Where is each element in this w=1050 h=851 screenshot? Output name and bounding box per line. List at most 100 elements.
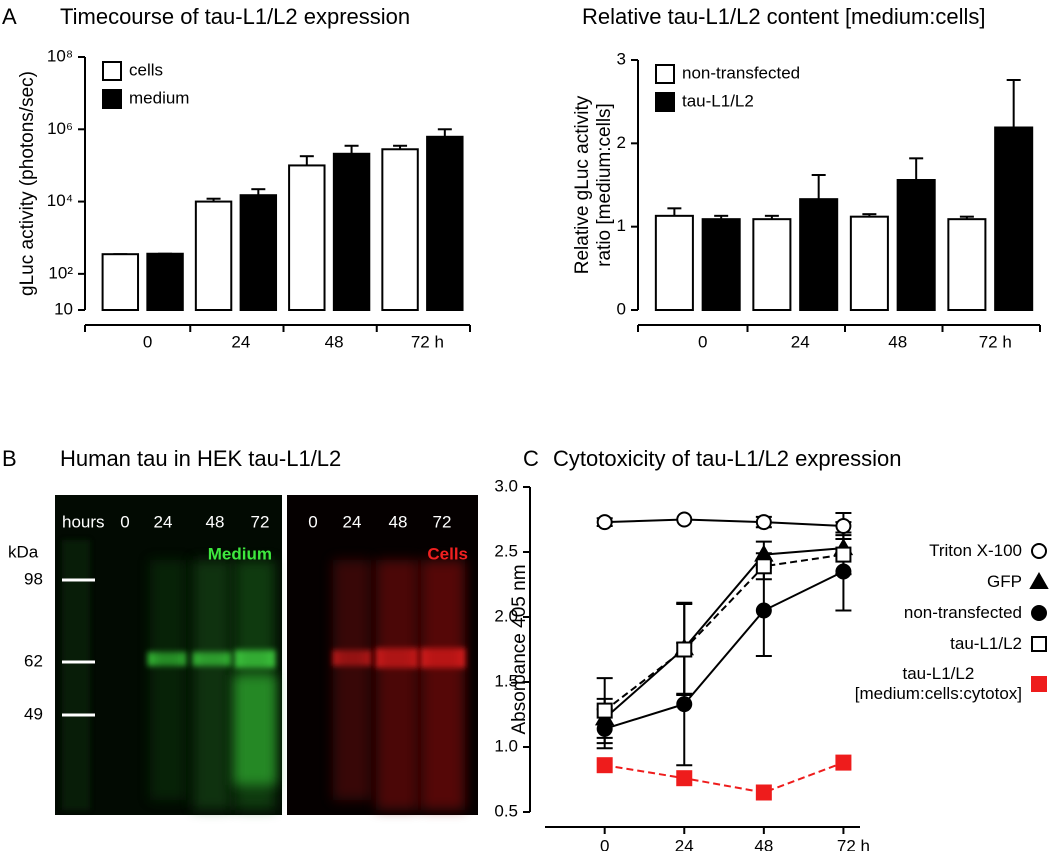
bar: [101, 253, 140, 311]
panel-letter: B: [2, 446, 17, 471]
series-line: [604, 761, 844, 794]
y-tick-label: 1.5: [494, 671, 518, 690]
bar: [849, 215, 889, 312]
lane-label: 24: [343, 512, 362, 531]
bar: [752, 218, 792, 312]
bar: [288, 164, 326, 311]
bar: [947, 218, 987, 312]
bar: [381, 148, 419, 311]
smear: [421, 560, 465, 810]
marker: [1031, 676, 1047, 692]
smear: [333, 560, 371, 800]
x-tick-label: 0: [698, 332, 707, 351]
legend-label: tau-L1/L2 [medium:cells:cytotox]: [854, 664, 1023, 703]
legend-swatch: [1029, 571, 1049, 589]
marker: [596, 702, 613, 719]
series-line: [604, 518, 844, 527]
marker: [835, 563, 852, 580]
x-tick-label: 24: [675, 836, 694, 851]
marker: [755, 514, 772, 531]
y-axis-label: gLuc activity (photons/sec): [17, 71, 38, 296]
bar: [332, 152, 371, 311]
chart-title: Timecourse of tau-L1/L2 expression: [60, 4, 410, 29]
legend-label: GFP: [987, 572, 1022, 591]
marker-label: 62: [24, 651, 43, 670]
bar: [239, 194, 278, 311]
y-tick-label: 2.5: [494, 541, 518, 560]
legend-label: Triton X-100: [929, 541, 1022, 560]
y-tick-label: 3.0: [494, 476, 518, 495]
x-tick-label: 0: [600, 836, 609, 851]
y-tick-label: 0.5: [494, 801, 518, 820]
bar: [896, 179, 936, 311]
legend-swatch: [1031, 543, 1047, 559]
marker-label: 98: [24, 569, 43, 588]
smear: [150, 560, 186, 800]
bar: [426, 135, 464, 311]
legend-label: non-transfected: [903, 603, 1022, 622]
lane-label: 0: [308, 512, 317, 531]
blot-title: Human tau in HEK tau-L1/L2: [60, 446, 341, 471]
x-tick-label: 72 h: [411, 332, 444, 351]
blot-label: Medium: [208, 544, 272, 563]
legend-label: medium: [129, 88, 189, 107]
y-tick-label: 2: [617, 133, 626, 152]
y-tick-label: 1: [617, 216, 626, 235]
lane-label: 48: [206, 512, 225, 531]
marker: [676, 641, 693, 658]
x-tick-label: 72 h: [979, 332, 1012, 351]
marker: [676, 770, 693, 787]
legend-item: tau-L1/L2 [medium:cells:cytotox]: [855, 664, 1050, 704]
legend-swatch: [1031, 636, 1047, 652]
marker: [1031, 605, 1047, 621]
marker: [835, 754, 852, 771]
legend-item: tau-L1/L2: [860, 633, 1050, 655]
lane-label: 0: [120, 512, 129, 531]
x-tick-label: 0: [143, 332, 152, 351]
lane-label: 24: [154, 512, 173, 531]
marker: [755, 558, 772, 575]
lane-header: hours: [62, 512, 105, 531]
lane-label: 72: [251, 512, 270, 531]
y-tick-label: 10: [54, 299, 73, 318]
legend: Triton X-100 GFP non-transfected tau-L1/L2 t…: [855, 540, 1050, 713]
marker: [676, 511, 693, 528]
legend-item: non-transfected: [860, 602, 1050, 624]
y-axis-label: Absorbance 405 nm: [509, 564, 530, 734]
panel-letter: A: [2, 4, 17, 29]
y-tick-label: 10⁸: [47, 46, 73, 65]
legend-swatch: [1031, 676, 1047, 692]
marker: [755, 784, 772, 801]
smear: [235, 560, 275, 810]
y-tick-label: 10²: [48, 263, 73, 282]
series-line: [604, 547, 844, 720]
smear: [376, 560, 418, 810]
x-tick-label: 72 h: [837, 836, 870, 851]
legend-item: Triton X-100: [860, 540, 1050, 562]
marker: [1031, 636, 1047, 652]
blot-unit: kDa: [8, 542, 39, 561]
marker: [1031, 543, 1047, 559]
y-tick-label: 10⁶: [47, 119, 73, 138]
x-tick-label: 24: [231, 332, 250, 351]
marker: [596, 720, 613, 737]
y-tick-label: 1.0: [494, 736, 518, 755]
series-line: [604, 553, 844, 712]
lane-label: 72: [433, 512, 452, 531]
legend-label: cells: [129, 60, 163, 79]
bar: [701, 218, 741, 312]
x-tick-label: 48: [325, 332, 344, 351]
blot: kDa 98 62 49 hours 0 24 48 72 Medium 0 2…: [8, 495, 478, 815]
legend-label: non-transfected: [682, 63, 800, 82]
y-tick-label: 3: [617, 49, 626, 68]
legend-swatch: [655, 92, 675, 112]
bar: [194, 200, 233, 311]
chart-title: Relative tau-L1/L2 content [medium:cells…: [582, 4, 986, 29]
marker: [835, 546, 852, 563]
x-tick-label: 48: [754, 836, 773, 851]
ladder: [62, 540, 90, 810]
bar: [994, 126, 1034, 311]
marker: [1029, 571, 1049, 589]
y-tick-label: 0: [617, 299, 626, 318]
